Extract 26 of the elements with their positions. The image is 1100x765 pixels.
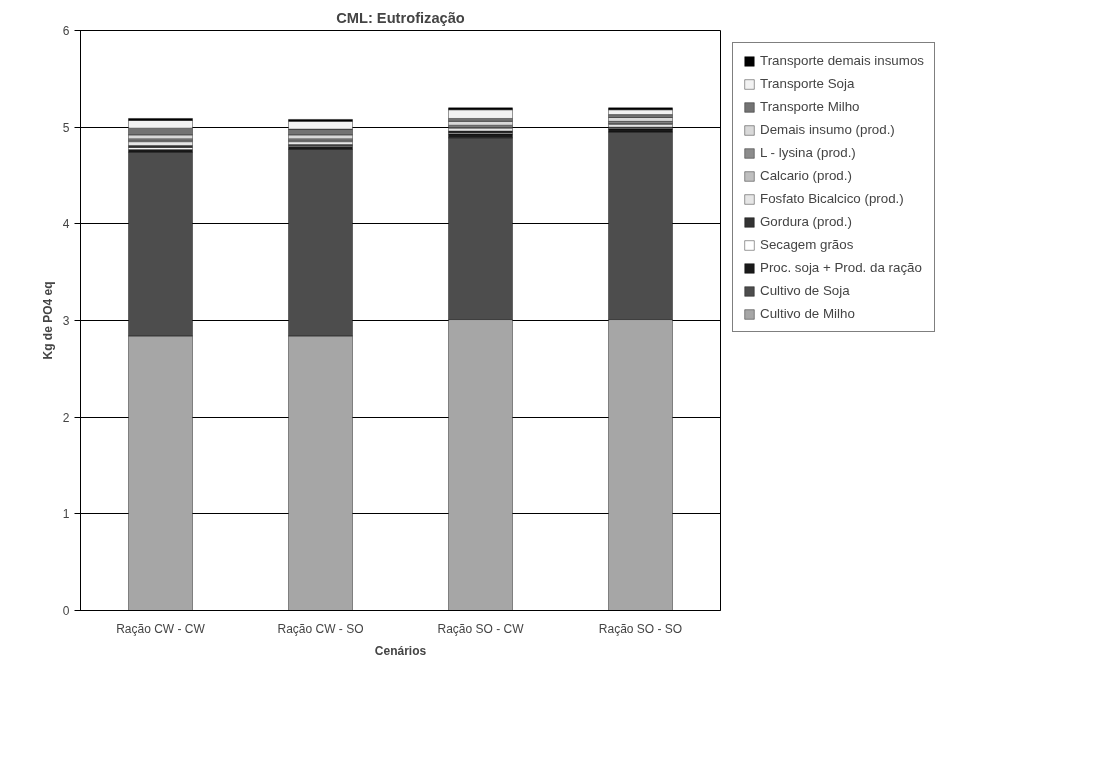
x-axis-title: Cenários (374, 643, 427, 658)
y-tick-label: 4 (62, 217, 70, 232)
x-tick-label: Ração SO - SO (598, 621, 683, 636)
y-tick-label: 1 (62, 507, 70, 522)
legend-label: Gordura (prod.) (760, 214, 852, 229)
x-tick-label: Ração CW - CW (116, 621, 206, 636)
legend-label: Calcario (prod.) (760, 168, 852, 183)
legend-label: Transporte Milho (760, 99, 860, 114)
x-tick-label: Ração CW - SO (277, 621, 364, 636)
legend-label: Secagem grãos (760, 237, 854, 252)
x-tick-label: Ração SO - CW (437, 621, 525, 636)
legend-label: Cultivo de Milho (760, 306, 855, 321)
legend-label: Transporte Soja (760, 76, 855, 91)
chart-title: CML: Eutrofização (336, 9, 465, 26)
y-tick-label: 6 (62, 24, 70, 38)
y-tick-label: 0 (62, 604, 70, 618)
legend-label: Demais insumo (prod.) (760, 122, 895, 137)
legend-label: L - lysina (prod.) (760, 145, 856, 160)
y-tick-label: 5 (62, 120, 70, 135)
y-tick-label: 2 (62, 410, 70, 425)
legend-label: Proc. soja + Prod. da ração (760, 260, 922, 275)
y-axis-title: Kg de PO4 eq (40, 281, 55, 360)
legend-label: Fosfato Bicalcico (prod.) (760, 191, 904, 206)
y-tick-label: 3 (62, 314, 70, 328)
legend-label: Cultivo de Soja (760, 283, 850, 298)
legend-label: Transporte demais insumos (760, 53, 924, 68)
